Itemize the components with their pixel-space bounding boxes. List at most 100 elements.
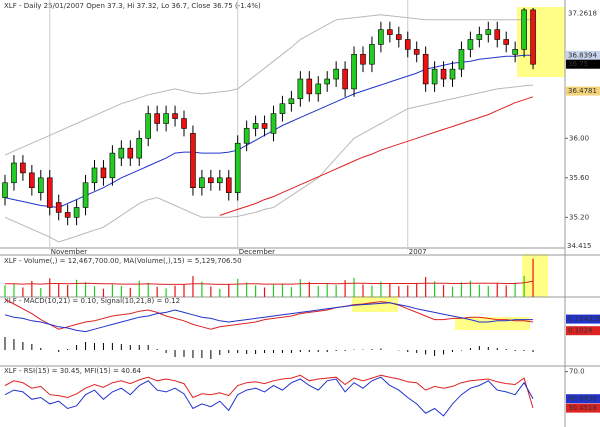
candle-body [530, 9, 536, 65]
value-marker [566, 50, 600, 60]
candle-body [404, 39, 411, 50]
candle-body [369, 44, 375, 65]
candle-body [181, 118, 187, 129]
candle-body [190, 133, 196, 189]
candle-body [512, 49, 518, 55]
candle-body [485, 29, 492, 35]
chart-title: XLF - Daily 25/01/2007 Open 37.3, Hi 37.… [4, 2, 261, 10]
highlight [522, 254, 548, 297]
candle-body [252, 123, 259, 129]
y-tick-label: 36.00 [569, 134, 589, 142]
candle-body [91, 167, 98, 184]
x-tick-label: 2007 [409, 248, 427, 256]
candle-body [521, 9, 527, 50]
candle-body [422, 54, 429, 85]
candle-body [503, 39, 510, 45]
candle-body [55, 202, 62, 213]
candle-body [217, 177, 223, 184]
candle-body [449, 68, 456, 80]
candle-body [324, 78, 331, 85]
value-marker-label: 36.4781 [568, 87, 597, 95]
value-marker [566, 326, 600, 336]
volume-ma-line [5, 280, 534, 285]
axis-label: 34.415 [567, 242, 592, 250]
value-marker-label: 0.1024 [568, 327, 593, 335]
candle-body [467, 39, 474, 50]
value-marker [566, 394, 600, 404]
candle-body [64, 212, 71, 218]
candle-body [46, 177, 53, 208]
value-marker [566, 59, 600, 69]
value-marker-label: 36.75 [568, 60, 588, 68]
value-marker [566, 403, 600, 413]
panel-title: XLF - Volume(,) = 12,467,700.00, MA(Volu… [4, 257, 242, 265]
value-marker [566, 86, 600, 96]
candle-body [378, 29, 384, 45]
candle-body [163, 113, 169, 124]
value-marker-label: 30.4518 [568, 404, 597, 412]
candle-body [234, 142, 241, 193]
value-marker-label: 0.124318 [568, 315, 600, 323]
candle-body [100, 167, 107, 179]
candle-body [154, 113, 160, 124]
candle-body [306, 78, 313, 95]
candle-body [333, 68, 339, 80]
value-marker-label: 40.6438 [568, 395, 597, 403]
rsi-line [4, 374, 534, 409]
macd-line [4, 298, 534, 330]
candle-body [127, 147, 134, 159]
candle-body [199, 177, 205, 189]
candle-body [360, 54, 366, 65]
candle-body [440, 68, 447, 80]
candle-body [20, 162, 26, 174]
panel-title: XLF - MACD(10,21) = 0.10, Signal(10,21,8… [4, 297, 180, 305]
candle-body [431, 68, 438, 85]
candle-body [297, 78, 304, 100]
overlay-line [4, 84, 534, 243]
candle-body [145, 113, 151, 139]
candle-body [37, 177, 44, 193]
candle-body [208, 177, 214, 184]
overlay-line [4, 54, 533, 209]
y-tick-label: 70.0 [569, 368, 585, 376]
candle-body [109, 152, 116, 179]
candle-body [279, 103, 286, 114]
y-tick-label: 35.20 [569, 213, 589, 221]
overlay-line [4, 14, 533, 156]
value-marker [566, 9, 600, 19]
candle-body [315, 83, 322, 95]
y-tick-label: 35.60 [569, 174, 589, 182]
candle-body [476, 34, 483, 40]
value-marker-label: 37.2618 [568, 10, 597, 18]
mfi-line [4, 376, 534, 417]
candle-body [2, 182, 8, 198]
candle-body [136, 138, 143, 159]
panel-title: XLF - RSI(15) = 30.45, MFI(15) = 40.64 [4, 367, 142, 375]
x-tick-label: November [51, 248, 88, 256]
signal-line [4, 302, 533, 333]
candle-body [243, 128, 250, 144]
candle-body [387, 29, 393, 35]
candle-body [413, 49, 420, 55]
candle-body [395, 34, 402, 40]
candle-body [29, 172, 35, 189]
candle-body [351, 54, 357, 90]
value-marker [566, 314, 600, 324]
candle-body [118, 147, 125, 159]
candle-body [288, 98, 295, 105]
candle-body [261, 123, 268, 129]
overlay-line [219, 96, 534, 216]
candle-body [82, 182, 89, 208]
candle-body [11, 162, 17, 184]
candle-body [458, 49, 465, 70]
candle-body [172, 113, 178, 119]
candle-body [225, 177, 232, 193]
value-marker-label: 36.8394 [568, 51, 597, 59]
candle-body [270, 113, 277, 134]
x-tick-label: December [239, 248, 275, 256]
candle-body [494, 29, 501, 40]
candle-body [73, 207, 80, 218]
candle-body [342, 68, 348, 90]
